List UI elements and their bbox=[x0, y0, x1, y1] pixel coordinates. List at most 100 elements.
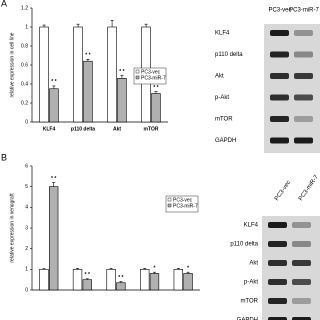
error-bar bbox=[176, 268, 180, 270]
blot-band bbox=[292, 222, 311, 228]
blot-band bbox=[294, 116, 313, 122]
bar bbox=[39, 26, 49, 123]
band-label: Akt bbox=[249, 261, 258, 267]
blot-band bbox=[292, 260, 311, 266]
band-label: p110 delta bbox=[230, 242, 258, 248]
band-label: mTOR bbox=[215, 117, 233, 123]
blot-band bbox=[270, 30, 289, 36]
band-label: KLF4 bbox=[215, 31, 230, 37]
bar bbox=[49, 88, 59, 123]
significance: * * bbox=[85, 53, 90, 59]
y-tick-label: 3 bbox=[25, 225, 28, 231]
blot-band bbox=[294, 94, 313, 101]
blot-band bbox=[270, 51, 289, 58]
bar bbox=[173, 269, 184, 291]
legend-box bbox=[133, 67, 167, 85]
error-bar bbox=[52, 85, 56, 89]
bar bbox=[140, 269, 150, 291]
significance: * * bbox=[51, 176, 56, 182]
blot-band bbox=[292, 317, 311, 320]
error-bar bbox=[109, 268, 113, 270]
x-tick-label: p110 delta bbox=[71, 126, 95, 132]
error-bar bbox=[154, 91, 158, 94]
blot-band bbox=[268, 279, 287, 285]
blot-band bbox=[292, 279, 311, 285]
x-tick-label: mTOR bbox=[144, 126, 159, 132]
y-tick-label: 0.8 bbox=[21, 43, 28, 49]
y-tick-label: 2 bbox=[25, 246, 28, 252]
blot-band bbox=[294, 137, 313, 144]
bar bbox=[183, 273, 193, 291]
legend-label: PC3-vec bbox=[173, 197, 193, 203]
band-label: p110 delta bbox=[215, 52, 243, 58]
bar bbox=[107, 26, 117, 123]
band-label: p-Akt bbox=[244, 280, 258, 286]
y-tick-label: 4 bbox=[25, 205, 28, 211]
legend-label: PC3-miR-7 bbox=[173, 203, 198, 209]
error-bar bbox=[120, 75, 124, 79]
y-tick-label: 0.4 bbox=[21, 81, 28, 87]
error-bar bbox=[110, 20, 114, 27]
bar bbox=[83, 60, 93, 123]
error-bar bbox=[42, 24, 46, 27]
band-label: mTOR bbox=[240, 299, 258, 305]
x-tick-label: Akt bbox=[113, 126, 121, 132]
bar bbox=[117, 78, 127, 123]
bar bbox=[151, 93, 161, 123]
error-bar bbox=[143, 268, 147, 270]
x-tick-label: KLF4 bbox=[43, 126, 56, 132]
legend-swatch bbox=[135, 75, 140, 80]
significance: * * bbox=[85, 272, 90, 278]
y-tick-label: 1 bbox=[25, 267, 28, 273]
significance: * * bbox=[119, 69, 124, 75]
bar bbox=[73, 26, 83, 123]
legend-swatch bbox=[167, 203, 172, 208]
bar bbox=[82, 279, 92, 291]
error-bar bbox=[85, 278, 89, 280]
significance: * * bbox=[153, 85, 158, 91]
band-label: p-Akt bbox=[215, 95, 229, 101]
error-bar bbox=[152, 271, 156, 274]
significance: * * bbox=[118, 275, 123, 281]
y-tick-label: 6 bbox=[25, 163, 28, 169]
error-bar bbox=[76, 23, 80, 27]
error-bar bbox=[76, 268, 80, 270]
blot-band bbox=[270, 116, 289, 122]
lane-label: PC3-vec bbox=[274, 180, 292, 202]
blot-band bbox=[294, 30, 313, 36]
blot-band bbox=[294, 51, 313, 58]
band-label: GAPDH bbox=[215, 138, 236, 144]
blot-band bbox=[268, 298, 287, 304]
error-bar bbox=[144, 23, 148, 27]
panel-label: A bbox=[1, 0, 7, 8]
error-bar bbox=[42, 268, 46, 270]
bar bbox=[106, 269, 116, 291]
y-tick-label: 1 bbox=[25, 24, 28, 30]
blot-band bbox=[270, 73, 289, 79]
y-axis-label: relative expression in cell line bbox=[9, 32, 15, 97]
error-bar bbox=[186, 271, 190, 274]
significance: * bbox=[187, 266, 189, 272]
legend-swatch bbox=[167, 197, 172, 202]
blot-band bbox=[294, 73, 313, 79]
significance: * * bbox=[51, 79, 56, 85]
y-axis-label: relative expression in xenograft bbox=[9, 193, 15, 263]
band-label: GAPDH bbox=[237, 318, 258, 320]
legend-label: PC3-vec bbox=[141, 69, 161, 75]
blot-band bbox=[268, 260, 287, 266]
error-bar bbox=[119, 281, 123, 283]
significance: * bbox=[153, 266, 155, 272]
legend-swatch bbox=[135, 69, 140, 74]
blot-background bbox=[262, 216, 320, 320]
blot-background bbox=[264, 24, 320, 153]
y-tick-label: 0 bbox=[25, 287, 28, 293]
lane-label: PC3-miR-7 bbox=[298, 174, 320, 202]
blot-band bbox=[268, 317, 287, 320]
bar bbox=[48, 186, 59, 291]
blot-band bbox=[270, 94, 289, 101]
blot-band bbox=[268, 222, 287, 228]
bar bbox=[116, 282, 126, 291]
y-tick-label: 5 bbox=[25, 184, 28, 190]
bar bbox=[72, 269, 83, 291]
